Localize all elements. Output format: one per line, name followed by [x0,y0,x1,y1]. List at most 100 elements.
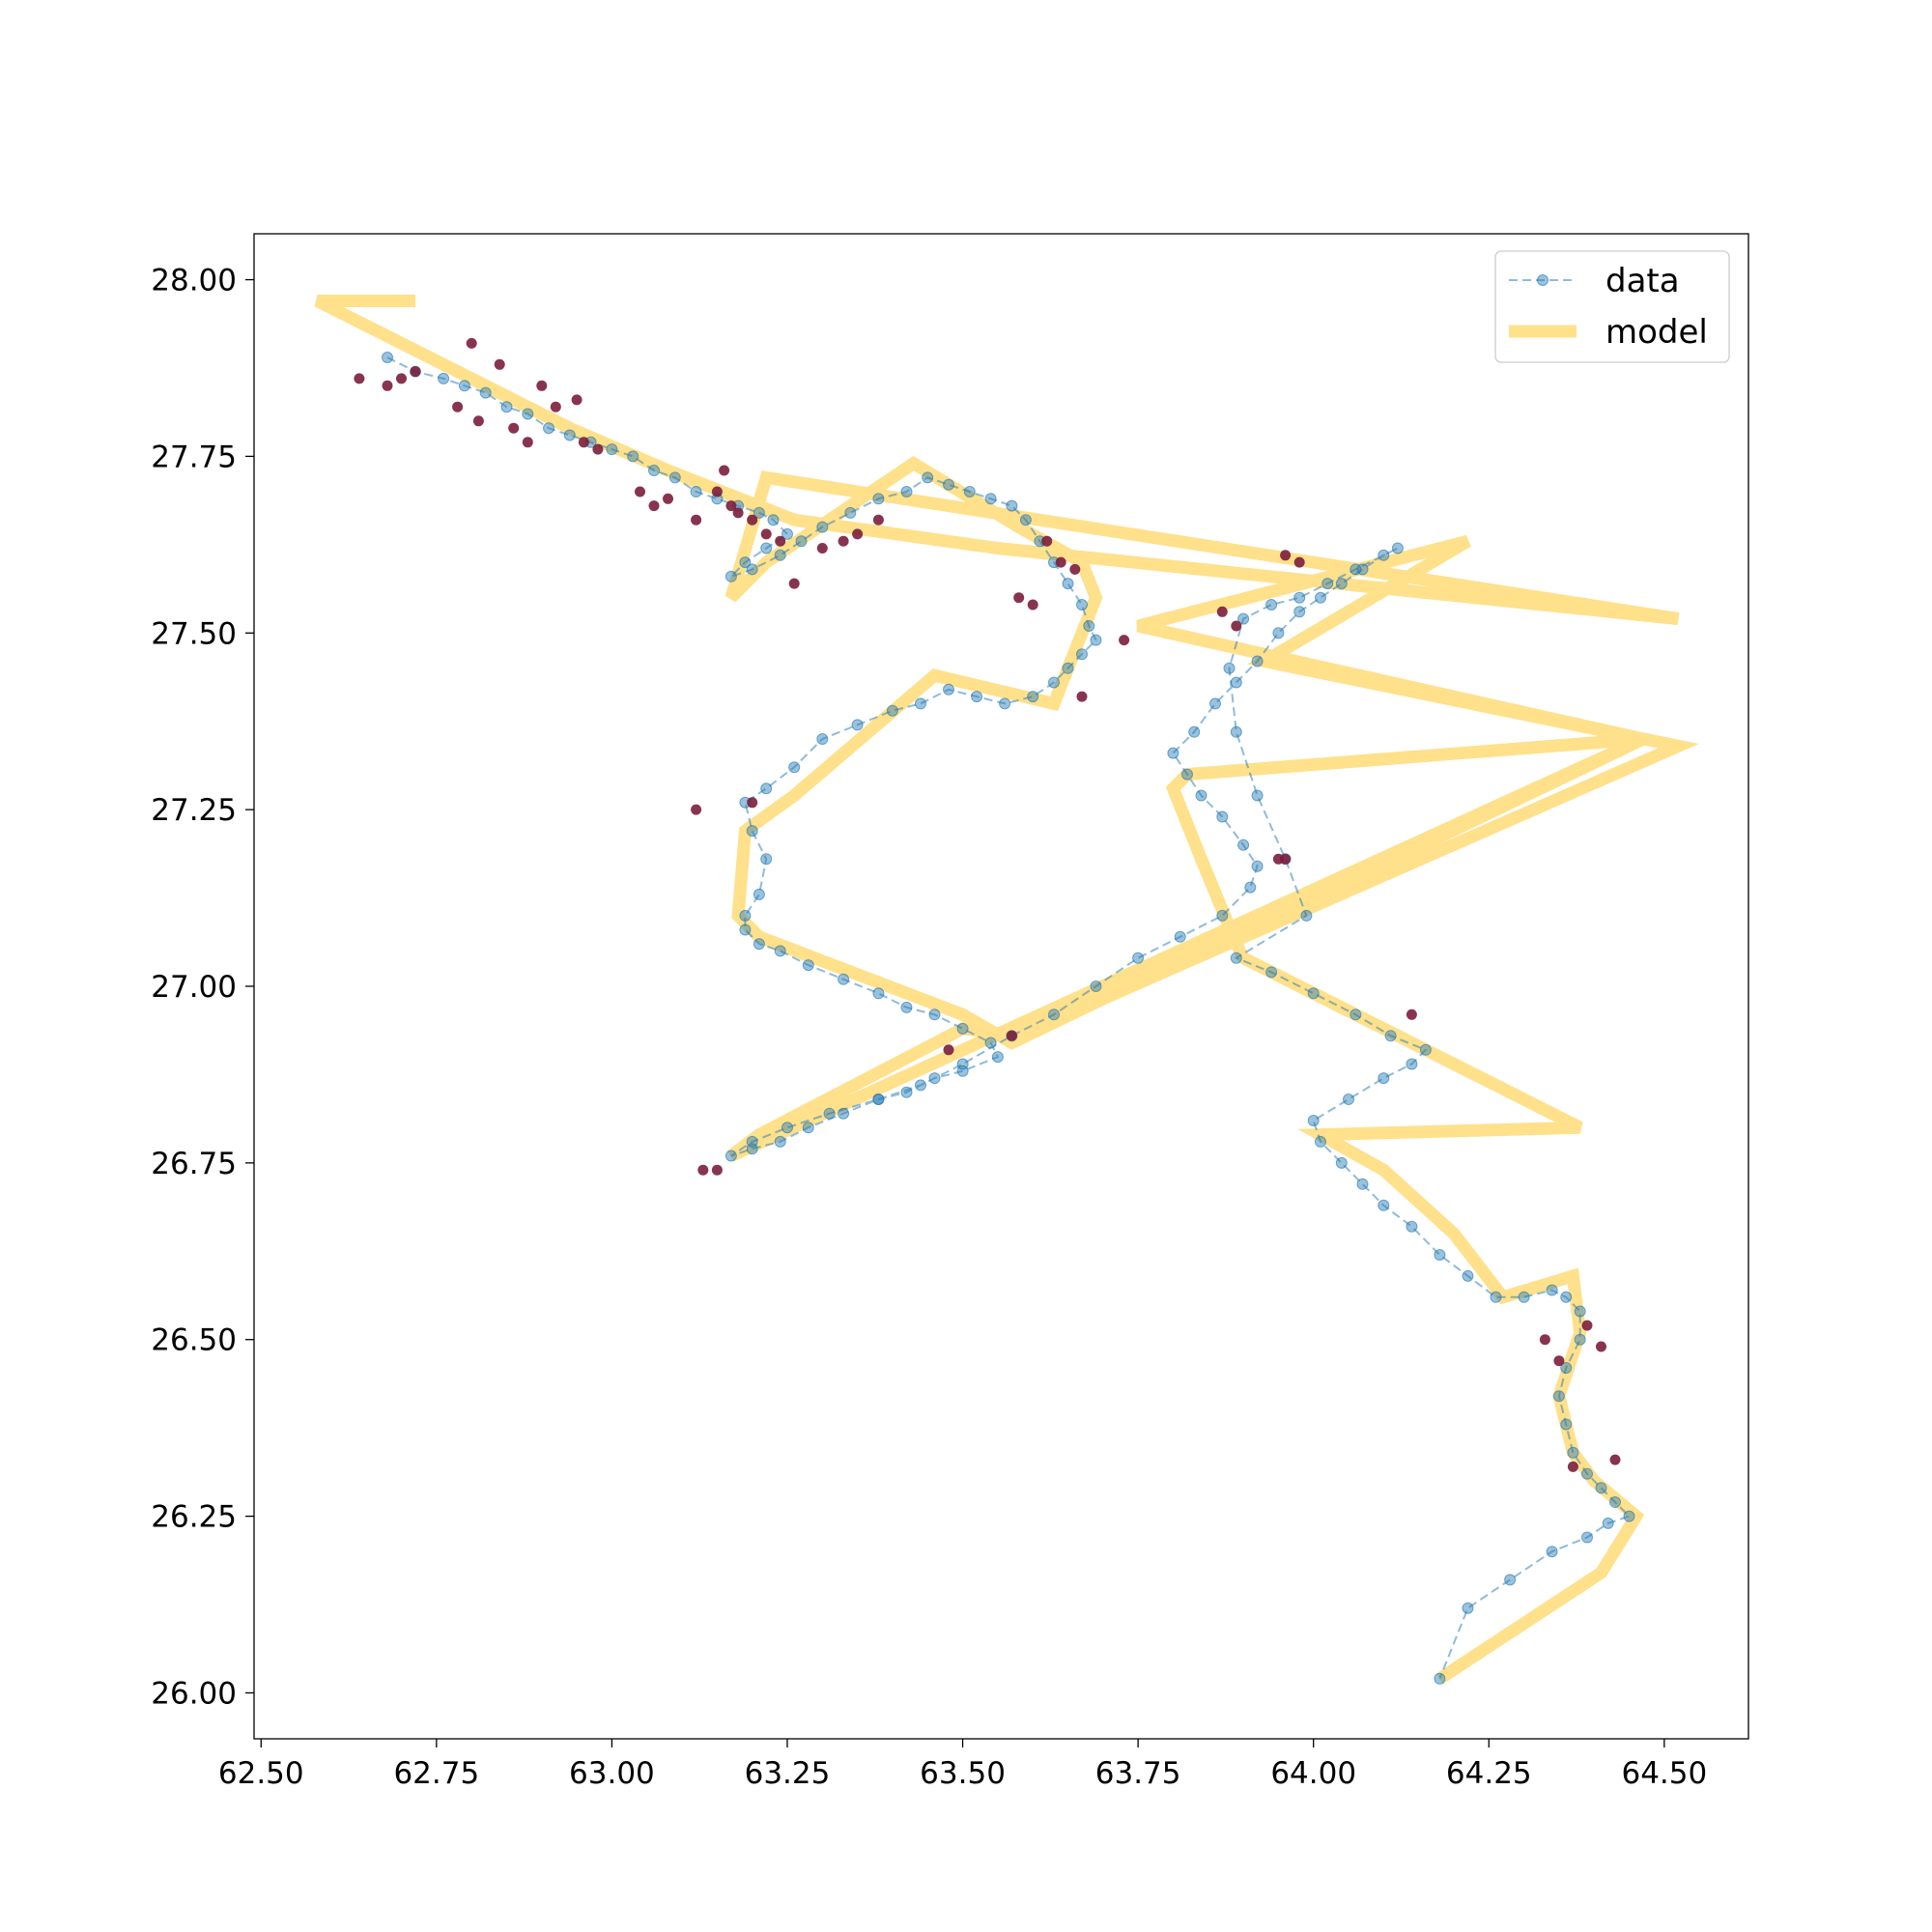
legend-label-model: model [1605,313,1708,352]
data-point [971,691,983,703]
data-point [1181,768,1193,781]
data-point [1265,966,1278,979]
data-point [1546,1546,1558,1558]
data-point [1300,909,1313,922]
y-axis: 26.00 26.25 26.50 26.75 27.00 27.25 27.50 27.75… [151,264,254,1711]
data-point [886,704,898,717]
data-point [739,556,752,569]
x-axis: 62.50 62.75 63.00 63.25 63.50 63.75 64.00 64.25… [218,1739,1707,1791]
highlight-point [354,373,365,384]
highlight-point [536,380,548,391]
data-point [1132,952,1145,964]
data-point [943,478,954,491]
data-point [753,888,765,900]
data-point [984,493,997,505]
data-point [1406,1220,1418,1233]
data-point [1237,612,1250,625]
data-point [1315,1135,1326,1148]
data-point [1490,1291,1502,1303]
highlight-point [410,366,421,378]
data-point [1623,1510,1635,1522]
data-point [872,987,885,1000]
highlight-point [943,1044,954,1056]
highlight-point [1280,550,1292,561]
data-point [1581,1467,1593,1480]
data-point [1076,648,1088,661]
data-point [774,945,786,957]
y-tick-label: 27.25 [151,793,237,828]
data-point [1315,591,1326,604]
data-point [739,923,752,936]
data-point [781,1122,793,1134]
data-point [1552,1390,1565,1403]
highlight-point [697,1164,709,1176]
highlight-point [1581,1320,1593,1331]
data-point [1462,1602,1474,1614]
y-tick-label: 26.00 [151,1676,237,1711]
data-point [1265,599,1278,611]
y-tick-label: 26.50 [151,1323,237,1358]
highlight-point [1406,1009,1417,1020]
data-point [928,1009,941,1021]
data-point [999,697,1011,710]
model-series [314,295,1699,1685]
highlight-point [635,486,645,497]
data-point [900,486,913,497]
data-point [1462,1269,1474,1282]
data-point [1216,909,1229,922]
legend-data-marker [1537,274,1548,286]
data-point [956,1058,969,1070]
highlight-point [732,507,744,519]
data-point [1006,499,1018,512]
data-point [816,733,829,745]
highlight-point [1216,606,1228,617]
data-point [1083,620,1095,632]
highlight-point [725,500,737,512]
data-point [1378,1072,1390,1085]
data-point [746,825,758,838]
highlight-point [522,437,533,448]
data-point [1609,1496,1621,1508]
highlight-point [872,514,884,526]
data-point [1581,1531,1593,1544]
data-point [382,352,393,363]
highlight-point [747,514,758,526]
data-point [788,761,801,774]
highlight-point [1596,1341,1606,1352]
highlight-point [466,337,477,349]
data-point [1272,627,1285,639]
data-point [1251,860,1264,872]
highlight-point [691,514,702,526]
data-point [1343,1094,1354,1105]
data-point [1048,676,1060,689]
y-tick-label: 27.50 [151,616,237,651]
data-point [1062,662,1074,674]
data-point [963,486,976,497]
highlight-point [578,437,589,448]
data-point [844,506,857,519]
highlight-point [1041,535,1053,547]
highlight-point [711,1164,723,1176]
data-point [1378,549,1390,561]
data-point [739,909,752,922]
highlight-point [1006,1030,1017,1041]
data-point [1251,655,1264,668]
highlight-point [382,380,393,391]
highlight-point [1231,620,1242,632]
data-point [1062,578,1074,590]
data-point [928,1072,941,1085]
data-point [781,527,793,540]
data-point [1230,676,1242,689]
highlight-point [1539,1334,1550,1346]
data-point [1560,1362,1573,1374]
data-point [543,422,554,435]
data-point [760,542,773,554]
data-point [1090,980,1102,992]
data-point [1546,1284,1558,1296]
data-point [767,514,780,526]
highlight-point [760,528,772,540]
data-point [1567,1446,1579,1459]
highlight-point [1609,1454,1621,1465]
data-point [816,521,829,533]
highlight-point [852,528,864,540]
